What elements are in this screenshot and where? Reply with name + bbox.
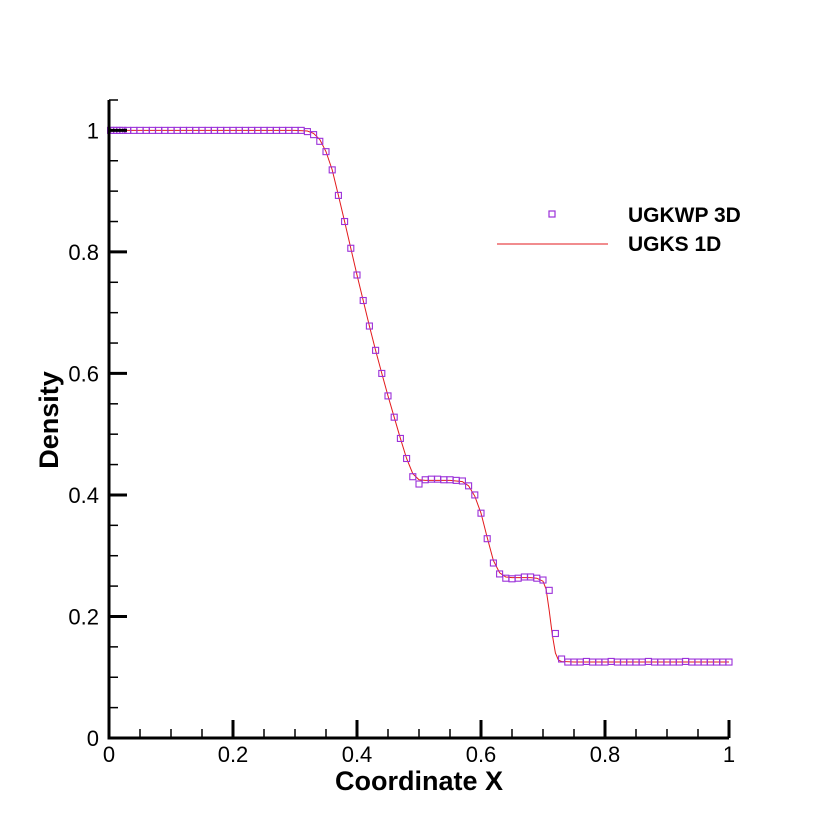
marker-ugkwp-3d (465, 482, 473, 490)
legend-label-ugkwp-3d: UGKWP 3D (628, 204, 741, 227)
marker-ugkwp-3d (378, 369, 386, 377)
y-tick-label: 0.4 (68, 483, 99, 508)
marker-ugkwp-3d (347, 244, 355, 252)
marker-ugkwp-3d (316, 137, 324, 145)
marker-ugkwp-3d (551, 629, 559, 638)
plot-area (107, 126, 733, 666)
marker-ugkwp-3d (403, 454, 411, 463)
marker-ugkwp-3d (471, 491, 479, 499)
y-tick-label: 0 (87, 726, 99, 751)
marker-ugkwp-3d (415, 480, 423, 488)
marker-ugkwp-3d (477, 509, 485, 517)
marker-ugkwp-3d (334, 191, 342, 199)
marker-ugkwp-3d (341, 217, 349, 226)
marker-ugkwp-3d (365, 322, 373, 330)
marker-ugkwp-3d (489, 559, 497, 567)
y-tick-label: 0.8 (68, 240, 99, 265)
marker-ugkwp-3d (359, 296, 367, 305)
marker-ugkwp-3d (310, 131, 318, 139)
x-tick-label: 0.2 (218, 742, 249, 767)
legend-label-ugks-1d: UGKS 1D (628, 233, 721, 256)
x-tick-label: 0.8 (590, 742, 621, 767)
marker-ugkwp-3d (458, 477, 466, 485)
marker-ugkwp-3d (390, 413, 398, 421)
y-tick-label: 1 (87, 118, 99, 143)
x-tick-label: 0.6 (466, 742, 497, 767)
marker-ugkwp-3d (725, 658, 733, 666)
x-tick-label: 0 (103, 742, 115, 767)
marker-ugkwp-3d (322, 148, 330, 156)
x-tick-label: 0.4 (342, 742, 373, 767)
y-tick-label: 0.2 (68, 604, 99, 629)
axes (107, 99, 731, 740)
marker-ugkwp-3d (539, 576, 547, 584)
x-tick-label: 1 (723, 742, 735, 767)
legend: UGKWP 3D UGKS 1D (497, 204, 741, 256)
marker-ugkwp-3d (409, 473, 417, 481)
marker-ugkwp-3d (328, 166, 336, 174)
x-axis-title: Coordinate X (335, 766, 503, 796)
marker-ugkwp-3d (353, 271, 361, 279)
marker-ugkwp-3d (483, 535, 491, 543)
marker-ugkwp-3d (384, 392, 392, 400)
marker-ugkwp-3d (496, 570, 504, 578)
legend-marker-ugkwp-3d (548, 210, 556, 218)
marker-ugkwp-3d (396, 434, 404, 442)
y-axis-title: Density (34, 371, 64, 469)
tick-labels: 0 0.2 0.4 0.6 0.8 1 0 0.2 0.4 0.6 0.8 1 (68, 118, 735, 767)
marker-ugkwp-3d (372, 346, 380, 354)
marker-ugkwp-3d (545, 586, 553, 594)
y-tick-label: 0.6 (68, 361, 99, 386)
